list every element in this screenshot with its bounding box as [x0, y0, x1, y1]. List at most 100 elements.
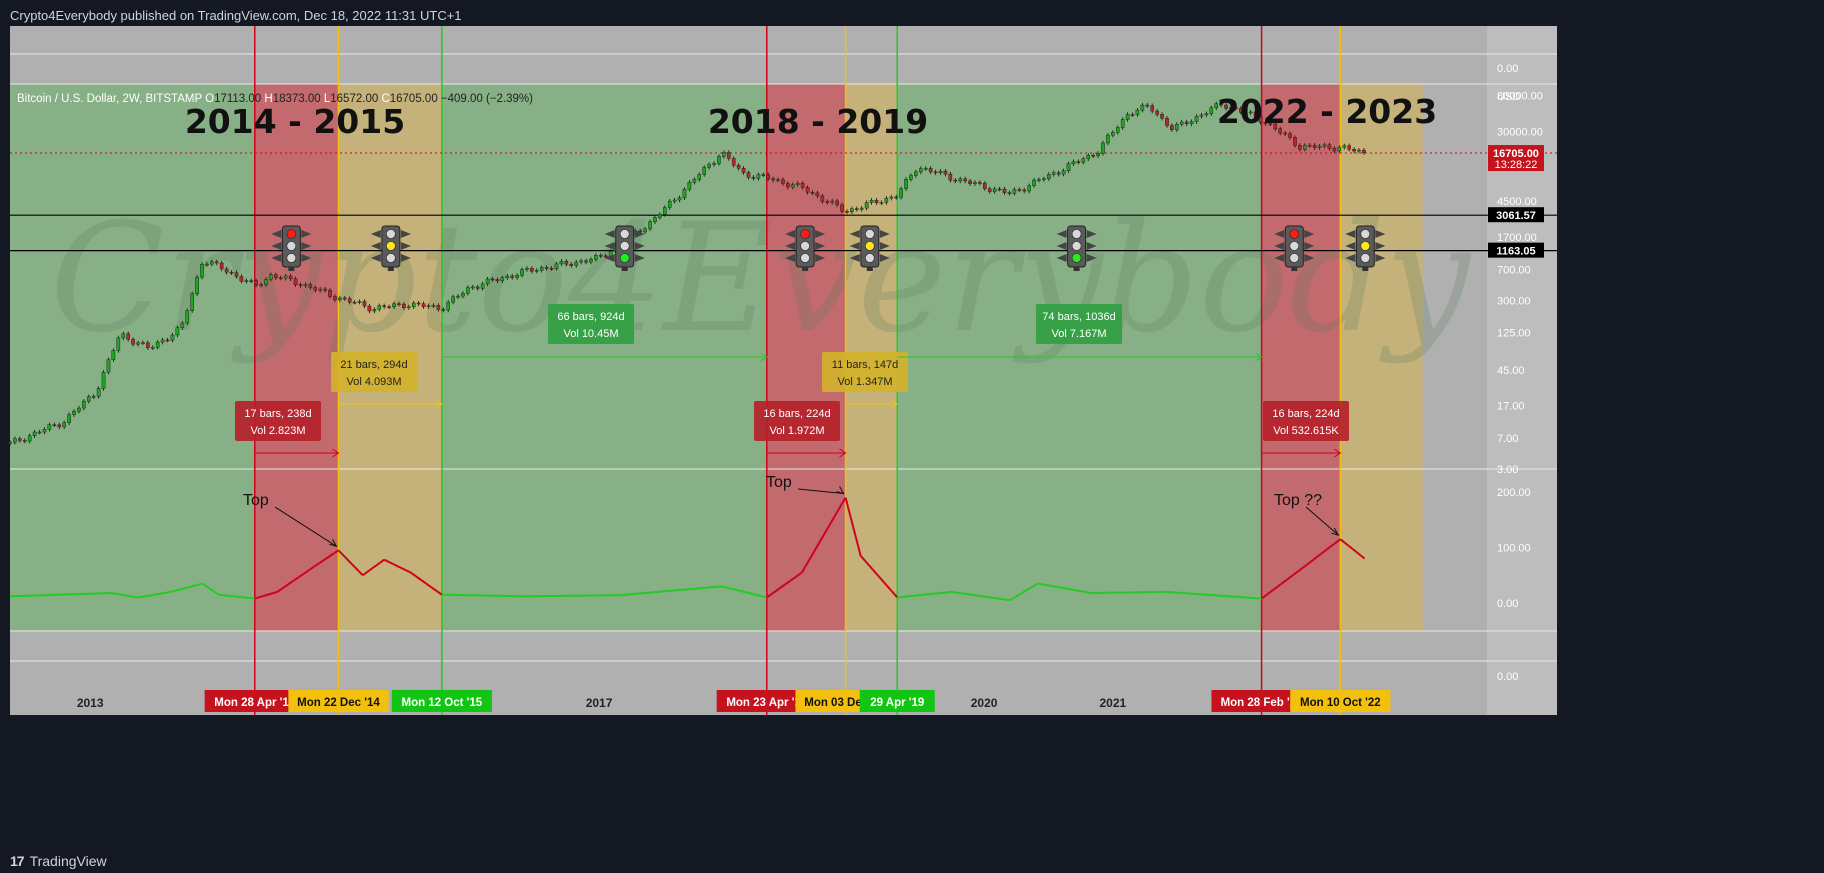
traffic-light-lamp — [1360, 253, 1371, 263]
price-tag-value-1: 3061.57 — [1496, 210, 1536, 222]
indicator-segment — [248, 596, 255, 600]
indicator-segment — [269, 592, 274, 596]
candle-body — [1322, 144, 1327, 147]
candle-body — [1288, 133, 1292, 138]
traffic-light-visor — [1375, 242, 1386, 250]
indicator-segment — [181, 586, 187, 591]
candle-body — [574, 261, 578, 266]
traffic-light-icon-6 — [1274, 225, 1315, 271]
traffic-light-visor — [1086, 230, 1097, 238]
candle-body — [27, 435, 32, 442]
candle-body — [190, 293, 194, 311]
indicator-segment — [801, 559, 811, 573]
traffic-light-visor — [271, 242, 282, 250]
candle-body — [933, 171, 938, 174]
candle-body — [889, 196, 894, 199]
price-tag-2 — [1488, 242, 1544, 258]
candle-body — [1066, 163, 1071, 171]
candle-body — [239, 276, 244, 282]
candle-body — [1135, 109, 1140, 115]
indicator-segment — [933, 591, 943, 595]
traffic-light-lamp — [386, 253, 396, 263]
top-axis-tick: 0.00 — [1497, 63, 1518, 75]
candle-body — [387, 306, 391, 308]
measure-box-line1-1: 21 bars, 294d — [340, 359, 407, 371]
indicator-segment — [721, 585, 730, 590]
traffic-light-visor — [301, 242, 312, 250]
indicator-segment — [1359, 554, 1366, 560]
candle-body — [421, 303, 426, 307]
measure-box-line2-3: Vol 1.972M — [769, 425, 824, 437]
candle-body — [1051, 172, 1056, 175]
candle-body — [146, 342, 150, 348]
indicator-segment — [1064, 587, 1074, 591]
candle-body — [328, 290, 332, 297]
candle-body — [175, 327, 180, 336]
x-tick-0: 2013 — [77, 696, 104, 710]
candle-body — [1170, 125, 1174, 131]
date-marker-3 — [716, 690, 817, 712]
ohlc-part-6: 16572.00 — [330, 93, 381, 105]
candle-body — [377, 305, 382, 310]
candle-body — [1115, 127, 1120, 133]
candle-body — [1224, 104, 1228, 109]
candle-body — [992, 188, 997, 192]
traffic-light-visor — [879, 230, 890, 238]
candle-body — [1194, 116, 1199, 122]
candle-body — [244, 280, 249, 282]
candle-body — [480, 283, 485, 289]
traffic-light-visor — [634, 242, 645, 250]
indicator-segment — [191, 583, 198, 588]
candle-body — [894, 196, 898, 199]
candle-body — [1002, 188, 1007, 193]
cycle-title-2: 2022 - 2023 — [1217, 92, 1437, 131]
indicator-segment — [392, 563, 398, 567]
candle-body — [825, 201, 830, 203]
measure-arrowhead-3 — [839, 448, 847, 458]
candle-body — [830, 200, 834, 203]
candle-body — [121, 333, 126, 339]
candle-body — [741, 168, 746, 173]
candle-body — [864, 202, 869, 209]
indicator-segment — [129, 594, 134, 598]
indicator-segment — [1347, 544, 1354, 550]
traffic-light-base — [1291, 267, 1298, 271]
candle-body — [845, 211, 849, 213]
traffic-light-base — [1073, 267, 1080, 271]
indicator-segment — [405, 569, 411, 574]
traffic-light-visor — [604, 254, 615, 262]
candle-body — [1273, 123, 1278, 130]
date-marker-label-2: Mon 12 Oct '15 — [401, 697, 482, 709]
candle-body — [1061, 170, 1066, 175]
traffic-light-visor — [301, 230, 312, 238]
candle-body — [283, 275, 288, 279]
candle-body — [1347, 145, 1351, 150]
indicator-segment — [924, 592, 934, 596]
candle-body — [781, 179, 785, 184]
indicator-segment — [349, 562, 356, 568]
traffic-light-lamp — [619, 253, 630, 263]
candle-body — [131, 339, 135, 345]
candle-body — [963, 178, 967, 182]
traffic-light-icon-5 — [1056, 225, 1097, 271]
tradingview-logo-icon: 17 — [10, 853, 25, 869]
indicator-segment — [119, 593, 125, 597]
indicator-segment — [254, 596, 259, 600]
indicator-segment — [9, 594, 27, 598]
indicator-segment — [849, 516, 855, 527]
measure-box-line2-4: Vol 1.347M — [837, 376, 892, 388]
traffic-light-visor — [400, 242, 411, 250]
indicator-segment — [26, 594, 44, 597]
traffic-light-icon-4 — [849, 225, 890, 271]
price-tick-9: 7.00 — [1497, 433, 1518, 445]
indicator-segment — [258, 595, 263, 599]
candle-body — [1037, 179, 1041, 181]
candle-body — [264, 278, 268, 285]
indicator-segment — [159, 591, 166, 595]
indicator-segment — [261, 594, 267, 598]
indicator-segment — [687, 586, 705, 591]
price-tick-5: 300.00 — [1497, 295, 1531, 307]
candle-body — [599, 255, 603, 257]
indicator-segment — [670, 588, 688, 592]
